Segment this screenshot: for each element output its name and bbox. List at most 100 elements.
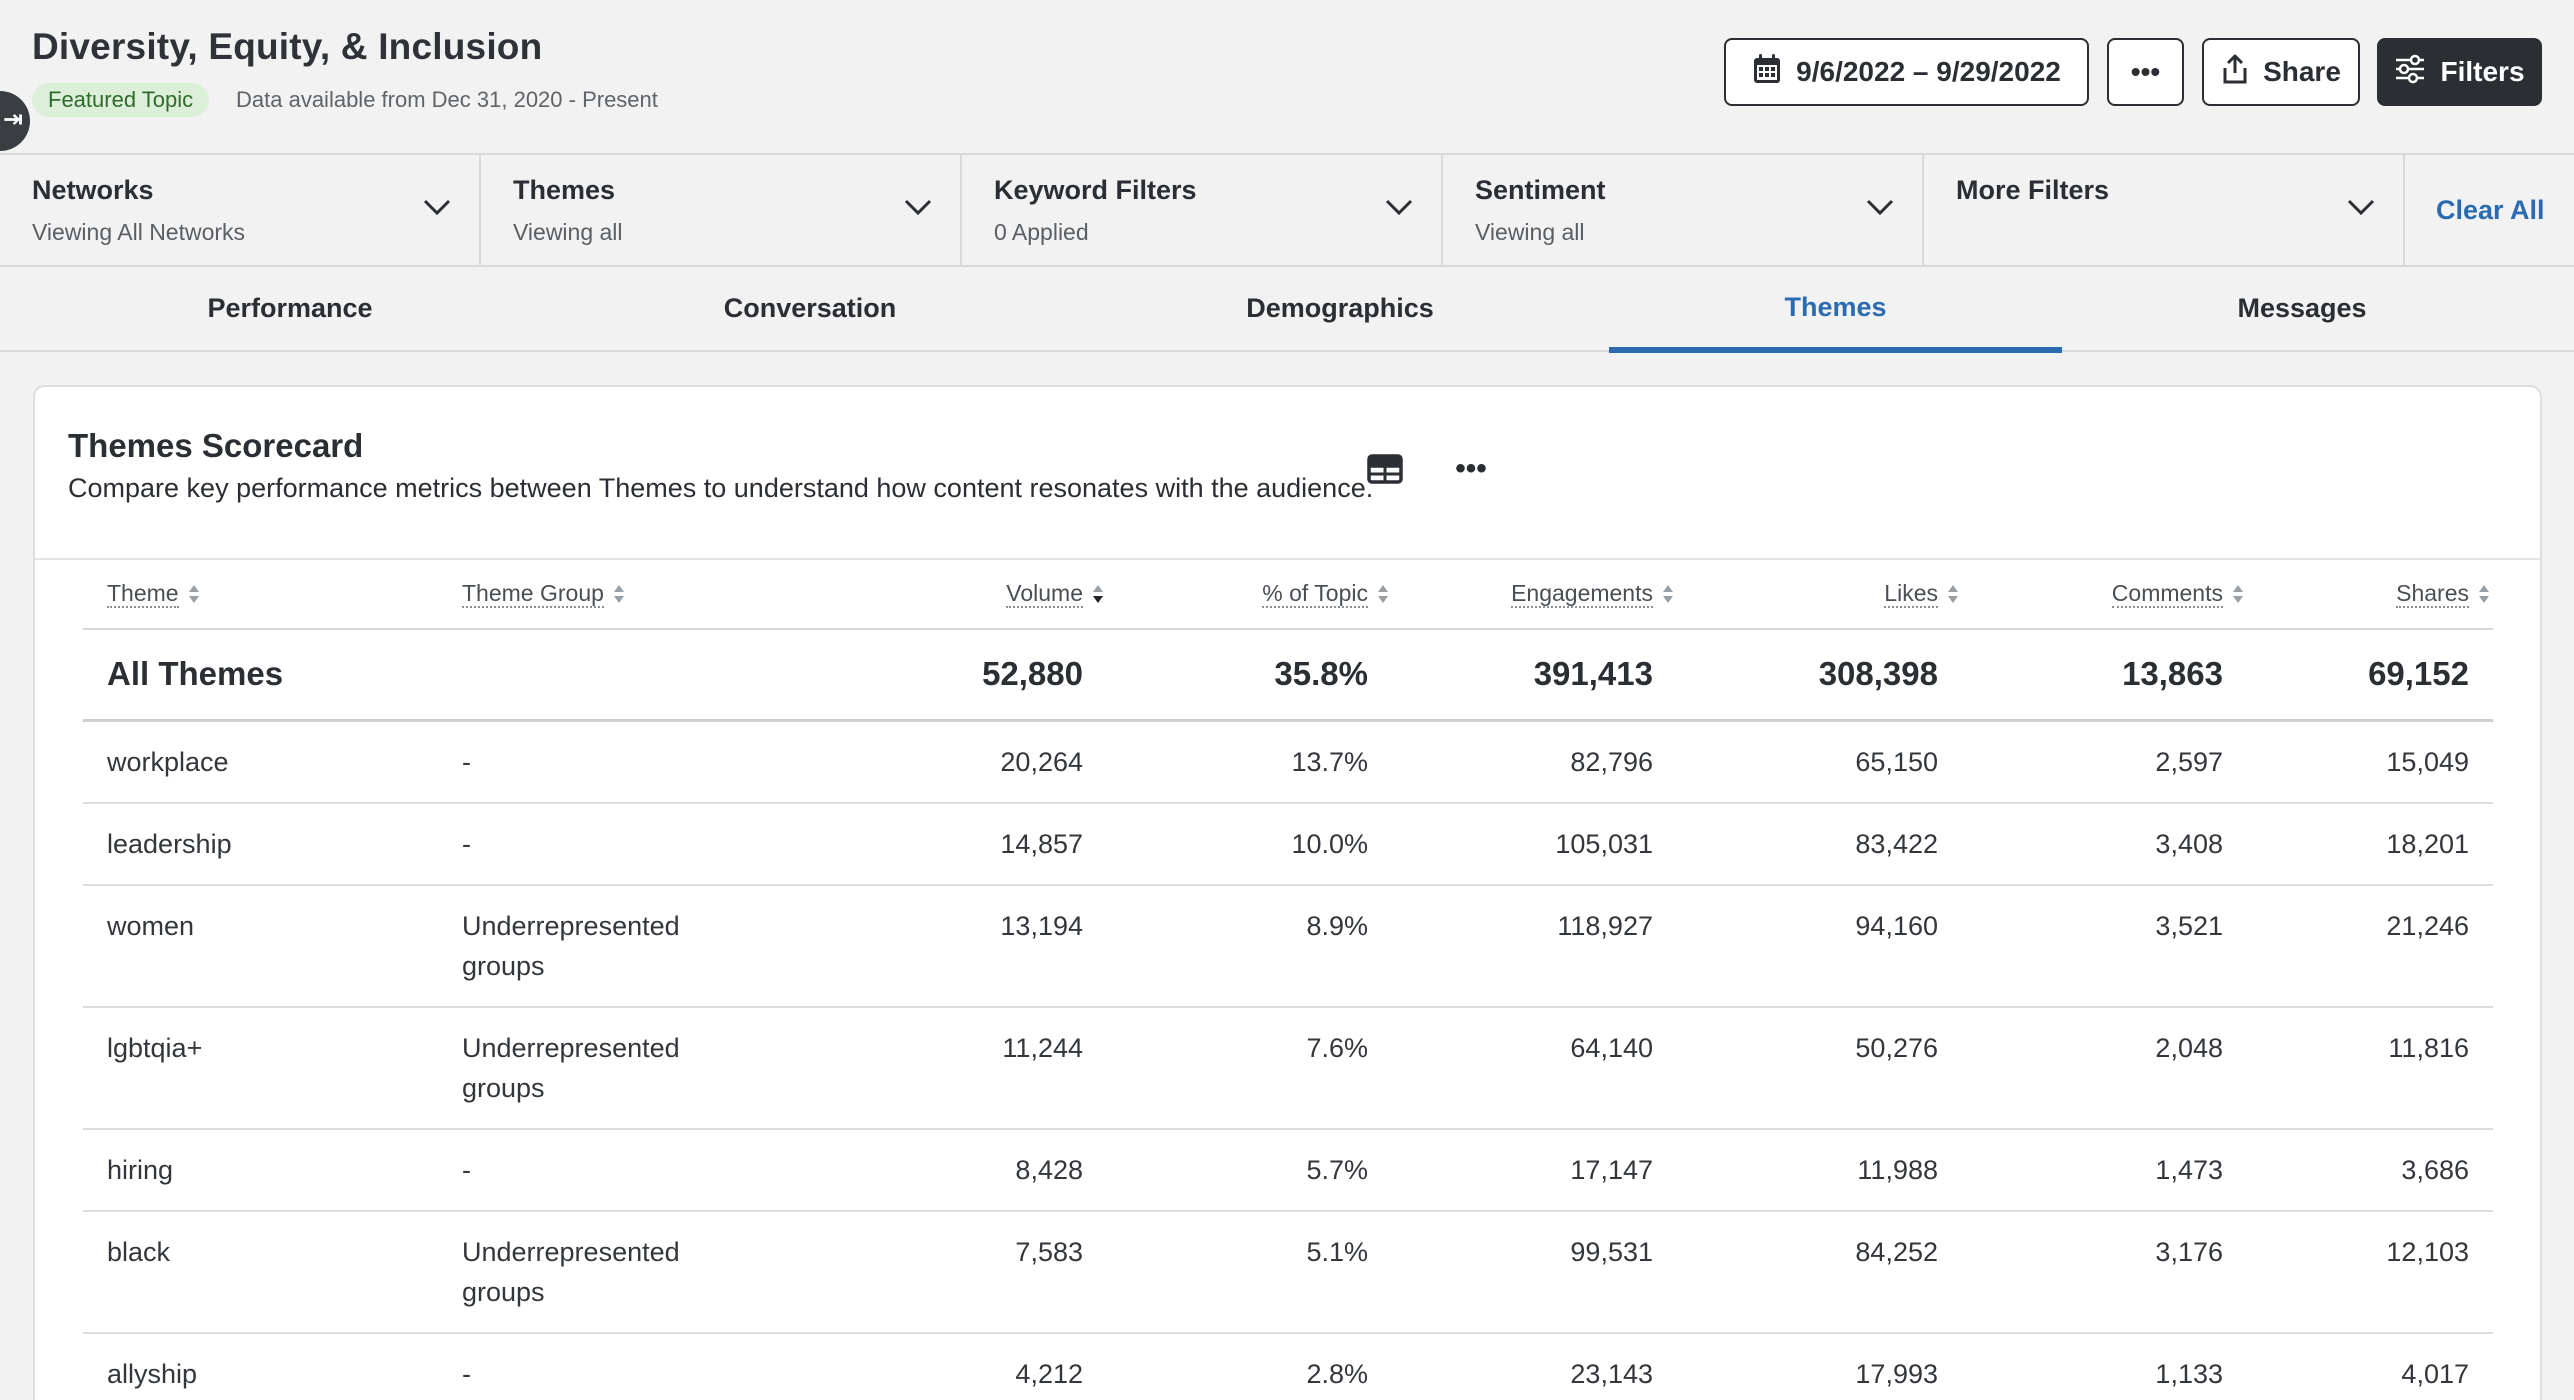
- cell-shares: 18,201: [2386, 829, 2469, 859]
- tab-performance[interactable]: Performance: [207, 293, 373, 323]
- filter-title: Sentiment: [1475, 175, 1606, 205]
- cell-comments: 2,048: [2155, 1033, 2223, 1063]
- filter-more[interactable]: More Filters: [1924, 155, 2405, 267]
- cell-likes: 11,988: [1857, 1155, 1938, 1185]
- cell-comments: 3,521: [2155, 911, 2223, 941]
- tab-bar: Performance Conversation Demographics Th…: [0, 267, 2574, 353]
- cell-pct-topic: 7.6%: [1306, 1033, 1368, 1063]
- column-header-shares[interactable]: Shares: [2223, 580, 2491, 608]
- cell-engagements: 118,927: [1557, 911, 1653, 941]
- cell-shares: 21,246: [2386, 911, 2469, 941]
- cell-engagements: 105,031: [1555, 829, 1653, 859]
- table-row[interactable]: lgbtqia+ Underrepresented groups 11,244 …: [83, 1008, 2493, 1130]
- table-view-icon[interactable]: [1363, 447, 1407, 491]
- column-header-theme-group[interactable]: Theme Group: [462, 580, 626, 608]
- date-range-button[interactable]: 9/6/2022 – 9/29/2022: [1724, 38, 2089, 106]
- cell-theme: hiring: [107, 1155, 174, 1185]
- tab-conversation[interactable]: Conversation: [723, 293, 897, 323]
- sort-descending-icon: [1093, 585, 1103, 603]
- cell-engagements: 391,413: [1533, 655, 1653, 692]
- cell-comments: 1,133: [2155, 1359, 2223, 1389]
- chevron-down-icon: [1385, 199, 1413, 216]
- cell-shares: 4,017: [2401, 1359, 2469, 1389]
- chevron-down-icon: [423, 199, 451, 216]
- share-button[interactable]: Share: [2202, 38, 2360, 106]
- more-icon: •••: [2130, 56, 2161, 87]
- table-header: Theme Theme Group Volume % of Topic Enga…: [83, 560, 2493, 630]
- tab-messages[interactable]: Messages: [2237, 293, 2367, 323]
- filter-title: Keyword Filters: [994, 175, 1197, 205]
- table-row[interactable]: leadership - 14,857 10.0% 105,031 83,422…: [83, 804, 2493, 886]
- cell-likes: 50,276: [1855, 1033, 1938, 1063]
- chevron-down-icon: [2347, 199, 2375, 216]
- cell-comments: 3,176: [2155, 1237, 2223, 1267]
- cell-theme-group: -: [462, 829, 471, 859]
- featured-topic-badge: Featured Topic: [32, 83, 210, 117]
- tab-themes[interactable]: Themes: [1609, 267, 2062, 353]
- cell-theme: women: [107, 911, 195, 941]
- cell-theme: leadership: [107, 829, 232, 859]
- cell-theme: allyship: [107, 1359, 198, 1389]
- column-header-engagements[interactable]: Engagements: [1368, 580, 1675, 608]
- cell-likes: 308,398: [1818, 655, 1938, 692]
- cell-pct-topic: 13.7%: [1291, 747, 1368, 777]
- page-title: Diversity, Equity, & Inclusion: [32, 26, 543, 67]
- share-icon: [2221, 53, 2249, 92]
- filter-networks[interactable]: Networks Viewing All Networks: [0, 155, 481, 267]
- cell-volume: 52,880: [982, 655, 1083, 692]
- column-header-volume[interactable]: Volume: [783, 580, 1105, 608]
- cell-shares: 69,152: [2368, 655, 2469, 692]
- more-options-button[interactable]: •••: [2107, 38, 2184, 106]
- cell-pct-topic: 5.7%: [1306, 1155, 1368, 1185]
- cell-pct-topic: 2.8%: [1306, 1359, 1368, 1389]
- cell-comments: 2,597: [2155, 747, 2223, 777]
- cell-comments: 13,863: [2122, 655, 2223, 692]
- clear-all-link[interactable]: Clear All: [2436, 195, 2545, 225]
- cell-engagements: 23,143: [1570, 1359, 1653, 1389]
- cell-theme-group: Underrepresented groups: [462, 911, 680, 981]
- cell-engagements: 17,147: [1570, 1155, 1653, 1185]
- sidebar-toggle-button[interactable]: ⇥: [0, 91, 30, 151]
- table-row[interactable]: hiring - 8,428 5.7% 17,147 11,988 1,473 …: [83, 1130, 2493, 1212]
- column-header-pct-topic[interactable]: % of Topic: [1083, 580, 1390, 608]
- filter-themes[interactable]: Themes Viewing all: [481, 155, 962, 267]
- cell-volume: 8,428: [1015, 1155, 1083, 1185]
- cell-engagements: 64,140: [1570, 1033, 1653, 1063]
- column-header-comments[interactable]: Comments: [1938, 580, 2245, 608]
- cell-comments: 3,408: [2155, 829, 2223, 859]
- sliders-icon: [2394, 54, 2426, 91]
- table-row[interactable]: women Underrepresented groups 13,194 8.9…: [83, 886, 2493, 1008]
- cell-volume: 20,264: [1000, 747, 1083, 777]
- cell-likes: 84,252: [1855, 1237, 1938, 1267]
- cell-volume: 4,212: [1015, 1359, 1083, 1389]
- sort-icon: [2233, 585, 2243, 603]
- column-header-likes[interactable]: Likes: [1653, 580, 1960, 608]
- cell-shares: 12,103: [2386, 1237, 2469, 1267]
- table-row[interactable]: allyship - 4,212 2.8% 23,143 17,993 1,13…: [83, 1334, 2493, 1400]
- cell-likes: 94,160: [1855, 911, 1938, 941]
- data-availability-text: Data available from Dec 31, 2020 - Prese…: [236, 87, 658, 112]
- cell-pct-topic: 35.8%: [1274, 655, 1368, 692]
- filters-button[interactable]: Filters: [2377, 38, 2542, 106]
- filter-sentiment[interactable]: Sentiment Viewing all: [1443, 155, 1924, 267]
- column-header-theme[interactable]: Theme: [107, 580, 201, 608]
- cell-likes: 83,422: [1855, 829, 1938, 859]
- table-row[interactable]: black Underrepresented groups 7,583 5.1%…: [83, 1212, 2493, 1334]
- cell-pct-topic: 10.0%: [1291, 829, 1368, 859]
- cell-volume: 7,583: [1015, 1237, 1083, 1267]
- sort-icon: [2479, 585, 2489, 603]
- filter-bar: Networks Viewing All Networks Themes Vie…: [0, 153, 2574, 267]
- cell-theme-group: Underrepresented groups: [462, 1033, 680, 1103]
- filter-subtitle: 0 Applied: [994, 219, 1089, 245]
- table-row[interactable]: workplace - 20,264 13.7% 82,796 65,150 2…: [83, 722, 2493, 804]
- filter-title: More Filters: [1956, 175, 2110, 205]
- page-header: Diversity, Equity, & Inclusion Featured …: [0, 0, 2574, 153]
- cell-theme: workplace: [107, 747, 229, 777]
- cell-theme-group: -: [462, 747, 471, 777]
- share-label: Share: [2263, 56, 2341, 87]
- filter-keyword[interactable]: Keyword Filters 0 Applied: [962, 155, 1443, 267]
- tab-demographics[interactable]: Demographics: [1246, 293, 1434, 323]
- cell-theme: lgbtqia+: [107, 1033, 203, 1063]
- filter-subtitle: Viewing All Networks: [32, 219, 246, 245]
- card-more-options-button[interactable]: •••: [1449, 447, 1493, 491]
